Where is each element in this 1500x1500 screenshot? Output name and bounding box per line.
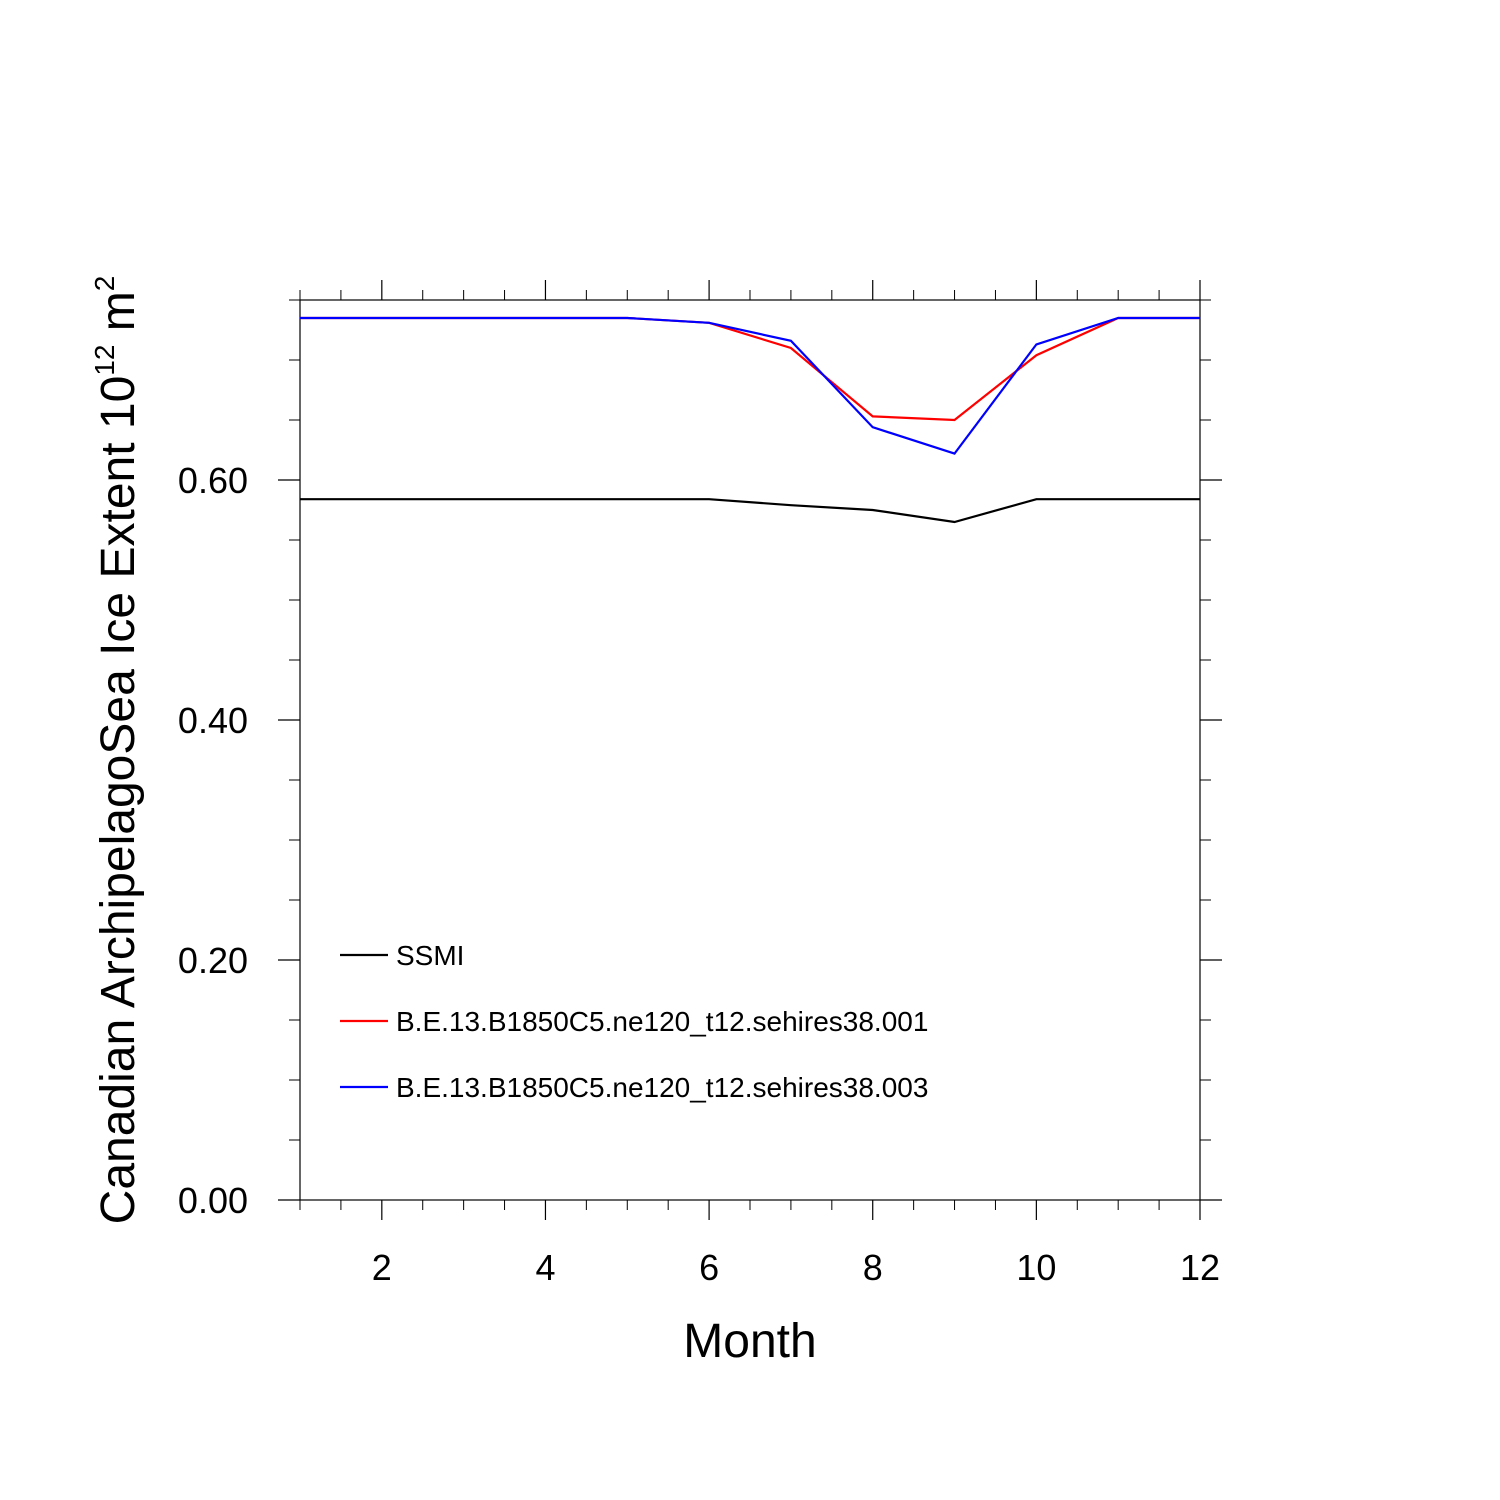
legend: SSMI B.E.13.B1850C5.ne120_t12.sehires38.0… [340,940,928,1103]
series-lines [300,316,1200,524]
x-axis-title: Month [683,1315,816,1368]
plot-frame [299,299,1201,1201]
y-axis-title-main: Canadian ArchipelagoSea Ice Extent 10 [92,376,145,1225]
y-tick-label: 0.20 [178,940,248,981]
x-tick-label: 2 [372,1247,392,1288]
legend-label-1: SSMI [396,940,464,971]
legend-label-2: B.E.13.B1850C5.ne120_t12.sehires38.001 [396,1006,928,1037]
y-axis-title-sup1: 12 [89,345,120,376]
series-line-3 [300,316,1200,455]
x-tick-label: 12 [1180,1247,1220,1288]
y-tick-label: 0.60 [178,460,248,501]
x-tick-label: 4 [535,1247,555,1288]
y-tick-label: 0.00 [178,1180,248,1221]
x-tick-label: 10 [1016,1247,1056,1288]
tick-labels: 2 4 6 8 10 12 0.00 0.20 0.40 0.60 [178,460,1220,1288]
series-line-2 [300,316,1200,422]
legend-label-3: B.E.13.B1850C5.ne120_t12.sehires38.003 [396,1072,928,1103]
x-tick-label: 6 [699,1247,719,1288]
y-axis-title-mid: m [92,291,145,344]
y-axis-title-sup2: 2 [89,276,120,292]
series-line-1 [300,498,1200,524]
y-tick-label: 0.40 [178,700,248,741]
y-axis-title: Canadian ArchipelagoSea Ice Extent 1012 … [89,276,145,1225]
plot-border [299,299,1201,1201]
x-tick-label: 8 [863,1247,883,1288]
axis-ticks [278,280,1222,1220]
